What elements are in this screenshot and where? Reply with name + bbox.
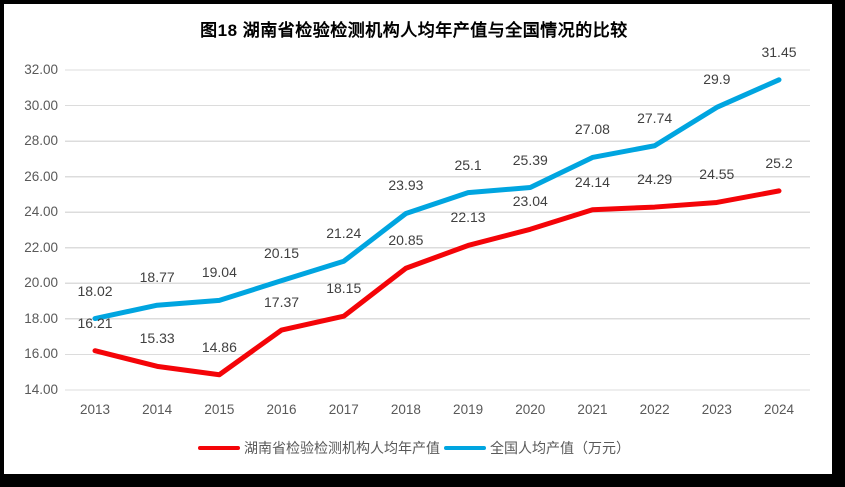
data-label-s0-2021: 24.14 xyxy=(574,173,610,190)
y-tick-label: 20.00 xyxy=(24,275,58,291)
x-tick-label-2018: 2018 xyxy=(390,402,421,417)
legend-line-national xyxy=(444,445,486,451)
data-label-s0-2020: 23.04 xyxy=(512,193,548,210)
legend-line-hunan xyxy=(198,445,240,451)
legend-label-hunan: 湖南省检验检测机构人均年产值 xyxy=(244,440,440,456)
y-tick-label: 32.00 xyxy=(24,62,58,77)
data-label-s1-2021: 27.08 xyxy=(574,121,610,138)
data-label-s1-2019: 25.1 xyxy=(454,156,482,173)
data-label-s0-2016: 17.37 xyxy=(264,294,300,311)
x-tick-label-2013: 2013 xyxy=(79,402,111,417)
data-label-s0-2019: 22.13 xyxy=(450,209,486,226)
series-line-0 xyxy=(92,188,782,378)
data-label-s0-2013: 16.21 xyxy=(77,314,113,331)
y-tick-label: 26.00 xyxy=(24,168,58,184)
chart-title: 图18 湖南省检验检测机构人均年产值与全国情况的比较 xyxy=(200,21,628,40)
y-tick-label: 14.00 xyxy=(24,382,58,397)
y-tick-label: 30.00 xyxy=(24,97,58,113)
data-label-s0-2018: 20.85 xyxy=(388,232,424,249)
x-tick-label-2020: 2020 xyxy=(515,402,546,417)
data-label-s1-2022: 27.74 xyxy=(637,109,673,126)
x-tick-label-2015: 2015 xyxy=(204,402,235,417)
data-label-s0-2017: 18.15 xyxy=(326,280,362,297)
data-label-s0-2014: 15.33 xyxy=(139,330,175,347)
chart-legend: 湖南省检验检测机构人均年产值 全国人均产值（万元） xyxy=(0,438,828,458)
x-tick-label-2023: 2023 xyxy=(701,402,732,417)
x-tick-label-2021: 2021 xyxy=(577,402,608,417)
x-tick-label-2017: 2017 xyxy=(328,402,359,417)
x-tick-label-2014: 2014 xyxy=(142,402,173,417)
data-label-s1-2020: 25.39 xyxy=(512,151,548,168)
data-label-s1-2017: 21.24 xyxy=(326,225,362,242)
data-label-s1-2015: 19.04 xyxy=(201,264,237,281)
data-label-s1-2024: 31.45 xyxy=(761,43,797,60)
x-tick-label-2022: 2022 xyxy=(639,402,670,417)
series-line-1 xyxy=(92,77,782,322)
data-label-s0-2022: 24.29 xyxy=(637,171,673,188)
y-tick-label: 28.00 xyxy=(24,133,58,149)
data-label-s0-2024: 25.2 xyxy=(765,154,793,171)
y-tick-label: 22.00 xyxy=(24,239,58,255)
data-label-s1-2014: 18.77 xyxy=(139,269,175,286)
data-label-s1-2018: 23.93 xyxy=(388,177,424,194)
x-tick-label-2024: 2024 xyxy=(763,402,795,417)
data-label-s0-2023: 24.55 xyxy=(699,166,735,183)
data-label-s1-2016: 20.15 xyxy=(264,244,300,261)
x-tick-label-2019: 2019 xyxy=(453,402,484,417)
x-tick-label-2016: 2016 xyxy=(266,402,297,417)
data-label-s0-2015: 14.86 xyxy=(201,338,237,355)
y-tick-label: 18.00 xyxy=(24,310,58,326)
data-label-s1-2023: 29.9 xyxy=(703,71,731,88)
legend-label-national: 全国人均产值（万元） xyxy=(490,440,630,456)
y-tick-label: 16.00 xyxy=(24,346,58,362)
y-tick-label: 24.00 xyxy=(24,204,58,220)
data-label-s1-2013: 18.02 xyxy=(77,282,113,299)
